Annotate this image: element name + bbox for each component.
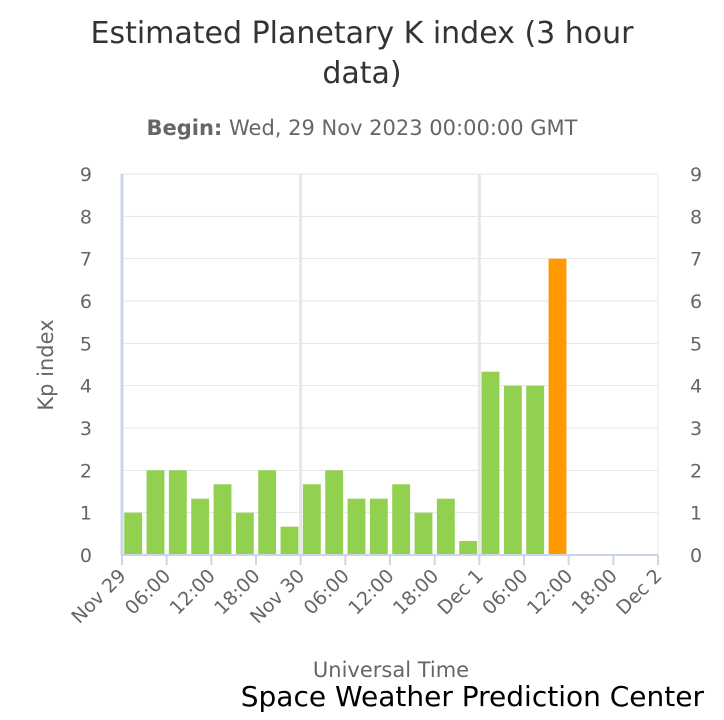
kp-bar [369,498,388,555]
y-tick-label: 7 [80,249,92,271]
kp-bar [347,498,366,555]
y-tick-label-right: 5 [690,333,702,355]
x-tick-label: Dec 1 [433,565,487,619]
kp-bar [191,498,210,555]
credit-text: Space Weather Prediction Center [240,680,704,713]
y-tick-label-right: 6 [690,291,702,313]
y-tick-label-right: 8 [690,206,702,228]
y-tick-label: 0 [80,545,92,567]
subtitle-value: Wed, 29 Nov 2023 00:00:00 GMT [228,116,578,140]
kp-bar [258,470,277,555]
x-tick-label: Dec 2 [612,565,666,619]
x-tick-label: Nov 29 [67,565,130,628]
kp-bar [526,385,545,555]
kp-bar [392,484,411,555]
kp-bar [168,470,187,555]
chart-title-line-2: data) [322,56,402,91]
kp-bar [213,484,232,555]
kp-bar [503,385,522,555]
chart-title-line-1: Estimated Planetary K index (3 hour [90,16,634,51]
y-tick-label: 8 [80,206,92,228]
kp-bar [302,484,321,555]
y-tick-label-right: 7 [690,249,702,271]
kp-bar [436,498,455,555]
kp-bar [146,470,165,555]
x-tick-label: 12:00 [166,565,220,619]
grid-lines [122,173,659,556]
x-tick-label: 06:00 [300,565,354,619]
x-tick-label: 18:00 [568,565,622,619]
x-axis-title: Universal Time [313,658,469,682]
kp-bar [124,512,143,555]
x-tick-label: 06:00 [478,565,532,619]
x-tick-label: 18:00 [389,565,443,619]
y-tick-label: 1 [80,503,92,525]
x-tick-label: 06:00 [121,565,175,619]
bar-series [124,258,567,555]
kp-bar [280,526,299,555]
y-axis-right-labels: 0 1 2 3 4 5 6 7 8 9 [690,164,702,567]
y-axis-title: Kp index [34,319,58,410]
y-tick-label-right: 2 [690,460,702,482]
y-tick-label-right: 1 [690,503,702,525]
y-axis-left-labels: 0 1 2 3 4 5 6 7 8 9 [80,164,92,567]
y-tick-label: 2 [80,460,92,482]
axes [120,174,658,556]
y-tick-label: 6 [80,291,92,313]
kp-bar [459,541,478,555]
x-tick-label: 12:00 [523,565,577,619]
kp-bar [414,512,433,555]
kp-bar [481,371,500,555]
y-tick-label-right: 0 [690,545,702,567]
y-tick-label-right: 9 [690,164,702,186]
kp-bar [325,470,344,555]
y-tick-label: 4 [80,376,92,398]
x-tick-label: 12:00 [344,565,398,619]
chart-subtitle: Begin: Wed, 29 Nov 2023 00:00:00 GMT [0,116,724,140]
kp-bar [235,512,254,555]
y-tick-label-right: 4 [690,376,702,398]
y-tick-label: 5 [80,333,92,355]
y-tick-label: 9 [80,164,92,186]
subtitle-label: Begin: [146,116,223,140]
y-tick-label-right: 3 [690,418,702,440]
chart-title: Estimated Planetary K index (3 hour data… [0,14,724,94]
y-tick-label: 3 [80,418,92,440]
kp-bar [548,258,567,555]
